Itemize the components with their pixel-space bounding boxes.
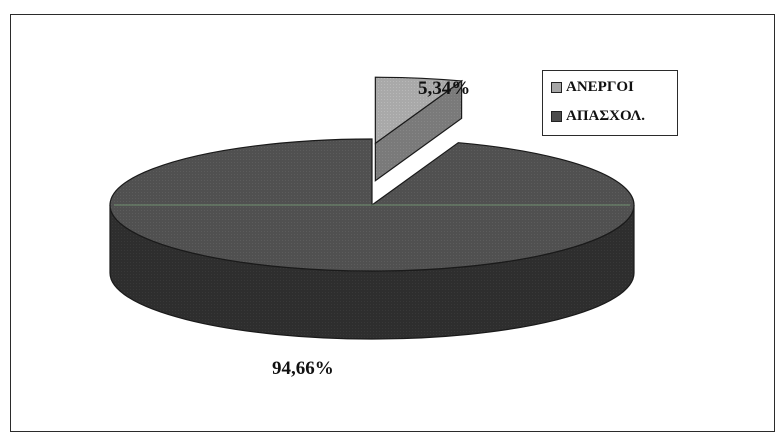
legend-item-anergoi: ΑΝΕΡΓΟΙ [551,79,634,96]
legend-swatch-anergoi [551,82,562,93]
legend-item-apasxol: ΑΠΑΣΧΟΛ. [551,108,645,125]
legend-label-anergoi: ΑΝΕΡΓΟΙ [566,79,634,95]
chart-legend: ΑΝΕΡΓΟΙ ΑΠΑΣΧΟΛ. [542,70,678,136]
pie-slice-anergoi [374,76,464,145]
data-label-anergoi: 5,34% [418,78,471,99]
data-label-apasxol: 94,66% [272,358,334,379]
legend-label-apasxol: ΑΠΑΣΧΟΛ. [566,108,646,124]
legend-swatch-apasxol [551,111,562,122]
